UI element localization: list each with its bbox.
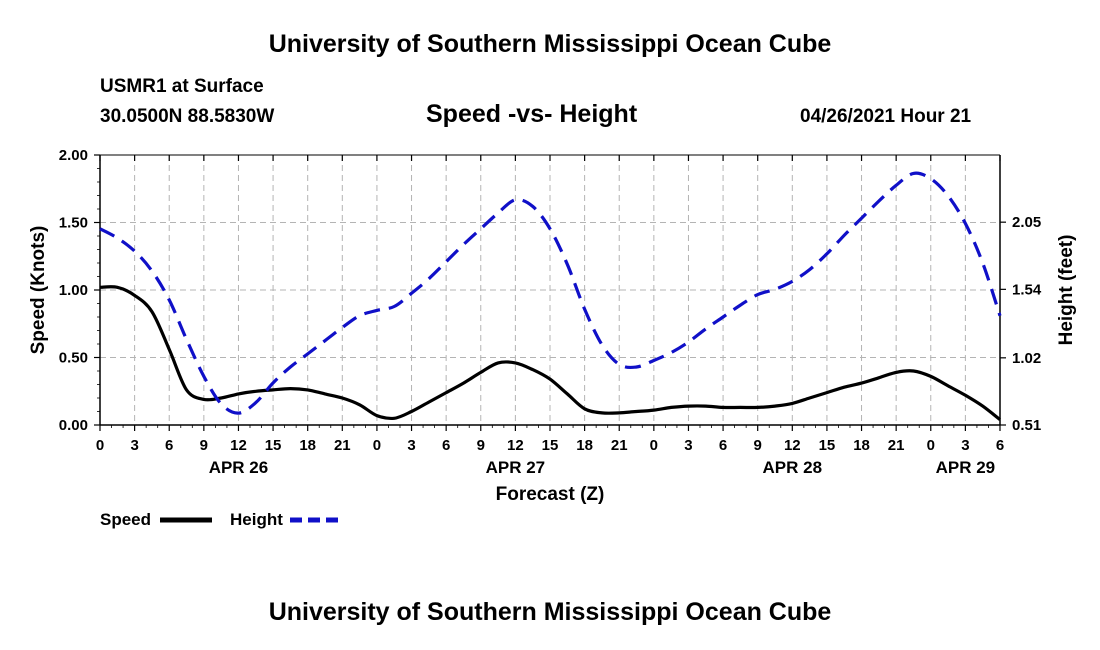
- bottom-title: University of Southern Mississippi Ocean…: [268, 598, 832, 626]
- y-tick-label: 0.00: [59, 417, 88, 434]
- x-tick-label: 0: [373, 437, 381, 454]
- x-tick-label: 6: [719, 437, 727, 454]
- x-tick-label: 9: [200, 437, 208, 454]
- x-tick-label: 21: [334, 437, 351, 454]
- x-tick-label: 12: [784, 437, 801, 454]
- x-date-label: APR 28: [763, 458, 823, 477]
- grid-lines: [100, 155, 1000, 425]
- axes: 0 3 6 9 12 15 18 21 0 3 6 9 12 15 18 21 0 3 6 9 12 15 18 21 0 3 6A…: [59, 147, 1042, 477]
- y2-tick-label: 1.02: [1012, 350, 1041, 367]
- series-line-speed: [99, 285, 1001, 421]
- y-axis-label: Speed (Knots): [28, 226, 49, 355]
- x-tick-label: 21: [888, 437, 905, 454]
- legend: Speed Height: [100, 510, 342, 529]
- x-tick-label: 3: [684, 437, 692, 454]
- y-tick-label: 1.50: [59, 215, 88, 232]
- x-axis-label: Forecast (Z): [496, 484, 605, 505]
- x-tick-label: 6: [165, 437, 173, 454]
- x-tick-label: 12: [230, 437, 247, 454]
- x-tick-label: 15: [265, 437, 282, 454]
- y2-tick-label: 1.54: [1012, 281, 1042, 298]
- x-tick-label: 9: [754, 437, 762, 454]
- y-tick-label: 0.50: [59, 350, 88, 367]
- x-date-label: APR 26: [209, 458, 269, 477]
- x-tick-label: 15: [819, 437, 836, 454]
- y-tick-label: 1.00: [59, 282, 88, 299]
- x-tick-label: 0: [96, 437, 104, 454]
- y2-axis-label: Height (feet): [1056, 235, 1077, 346]
- y2-tick-label: 2.05: [1012, 214, 1041, 231]
- x-tick-label: 9: [477, 437, 485, 454]
- legend-label-speed: Speed: [100, 510, 151, 529]
- forecast-datetime: 04/26/2021 Hour 21: [800, 106, 972, 127]
- series-line-height: [99, 171, 1002, 415]
- x-tick-label: 0: [927, 437, 935, 454]
- series: [99, 171, 1002, 421]
- top-title: University of Southern Mississippi Ocean…: [268, 30, 832, 58]
- x-tick-label: 3: [407, 437, 415, 454]
- station-label: USMR1 at Surface: [100, 76, 264, 97]
- x-tick-label: 3: [130, 437, 138, 454]
- legend-label-height: Height: [230, 510, 283, 529]
- chart-title: Speed -vs- Height: [426, 100, 638, 128]
- x-tick-label: 3: [961, 437, 969, 454]
- x-tick-label: 18: [299, 437, 316, 454]
- x-date-label: APR 29: [936, 458, 996, 477]
- x-tick-label: 0: [650, 437, 658, 454]
- x-tick-label: 6: [996, 437, 1004, 454]
- station-coordinates: 30.0500N 88.5830W: [100, 106, 275, 127]
- x-tick-label: 6: [442, 437, 450, 454]
- x-tick-label: 21: [611, 437, 628, 454]
- x-tick-label: 18: [853, 437, 870, 454]
- x-date-label: APR 27: [486, 458, 546, 477]
- x-tick-label: 18: [576, 437, 593, 454]
- y-tick-label: 2.00: [59, 147, 88, 164]
- x-tick-label: 15: [542, 437, 559, 454]
- y2-tick-label: 0.51: [1012, 417, 1041, 434]
- x-tick-label: 12: [507, 437, 524, 454]
